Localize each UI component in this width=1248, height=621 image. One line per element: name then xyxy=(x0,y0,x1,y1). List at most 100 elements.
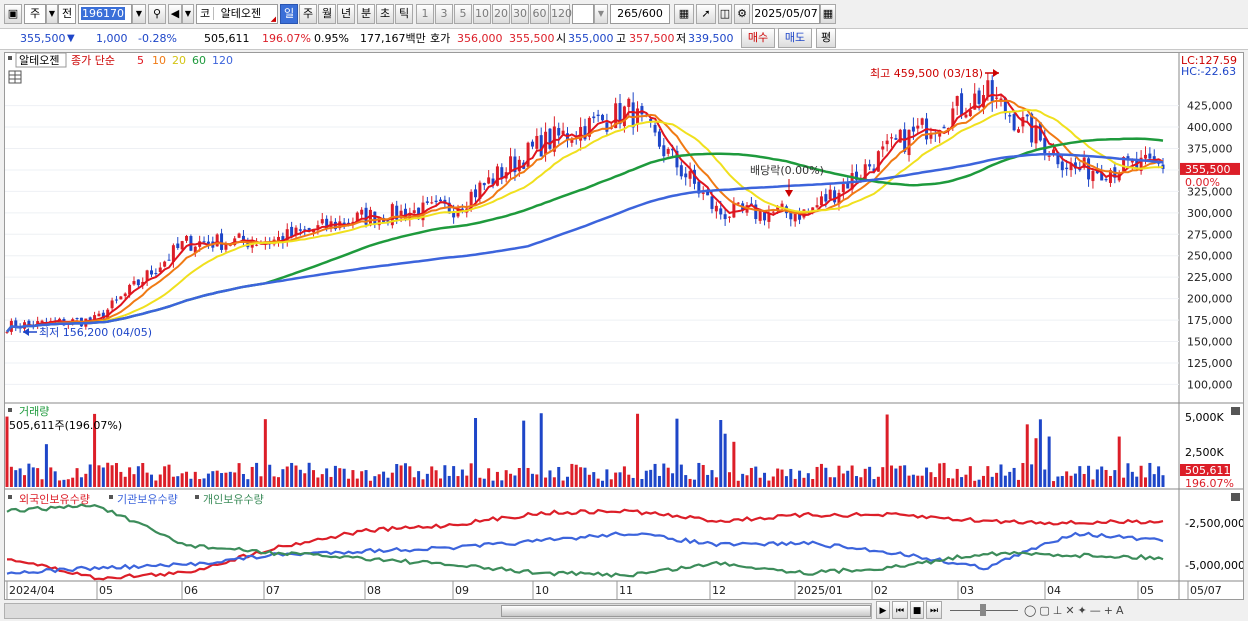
period-second[interactable]: 초 xyxy=(376,4,394,24)
chevron-down-icon[interactable]: ▼ xyxy=(182,4,194,24)
candle xyxy=(526,142,530,167)
volume-bar xyxy=(574,464,578,487)
volume-bar xyxy=(1087,465,1091,487)
custom-interval-input[interactable] xyxy=(572,4,594,24)
volume-bar xyxy=(246,479,250,487)
volume-bar xyxy=(1012,467,1016,487)
volume-bar xyxy=(189,478,193,487)
candle xyxy=(701,192,705,194)
volume-bar xyxy=(548,470,552,487)
interval-20[interactable]: 20 xyxy=(492,4,510,24)
forward-icon[interactable]: ⏭ xyxy=(926,601,942,619)
gear-icon[interactable]: ⚙ xyxy=(734,4,750,24)
volume-bar xyxy=(430,466,434,487)
volume-bar xyxy=(141,463,145,487)
candle xyxy=(539,135,543,157)
code-dropdown-icon[interactable]: ▼ xyxy=(132,4,146,24)
candle xyxy=(535,135,539,149)
scroll-track[interactable] xyxy=(4,603,872,619)
save-icon[interactable]: ◫ xyxy=(718,4,732,24)
period-tick[interactable]: 틱 xyxy=(395,4,413,24)
cross-tool-icon[interactable]: ✕ xyxy=(1065,604,1078,617)
text-tool-icon[interactable]: A xyxy=(1115,604,1127,617)
current-price-tag-text: 355,500 xyxy=(1185,163,1231,176)
candle xyxy=(412,210,416,214)
zoom-slider-handle[interactable] xyxy=(980,604,986,616)
ellipse-tool-icon[interactable]: ◯ xyxy=(1024,604,1040,617)
stock-name-box[interactable]: 코 알테오젠 ◢ xyxy=(196,4,278,24)
buy-button[interactable]: 매수 xyxy=(741,28,775,48)
volume-bar xyxy=(395,464,399,487)
period-week[interactable]: 주 xyxy=(299,4,317,24)
close-icon[interactable] xyxy=(1231,493,1240,501)
interval-120[interactable]: 120 xyxy=(550,4,572,24)
count-box[interactable]: 265/600 xyxy=(610,4,670,24)
drawing-tools[interactable]: ◯▢⊥✕✦—+A xyxy=(1024,604,1127,617)
volume-bar xyxy=(329,476,333,487)
candles xyxy=(5,73,1165,335)
candle xyxy=(97,313,101,317)
interval-5[interactable]: 5 xyxy=(454,4,472,24)
chevron-down-icon[interactable]: ▼ xyxy=(46,4,58,24)
ask-label: 호가 xyxy=(430,32,451,45)
volume-bar xyxy=(474,417,478,487)
volume-bar xyxy=(819,463,823,487)
scissor-tool-icon[interactable]: ✦ xyxy=(1077,604,1090,617)
trendline-icon[interactable]: ➚ xyxy=(696,4,716,24)
legend-prefix: 종가 단순 xyxy=(71,54,115,67)
rewind-icon[interactable]: ⏮ xyxy=(892,601,908,619)
stop-icon[interactable]: ■ xyxy=(910,601,924,619)
y-tick-label: 375,000 xyxy=(1187,143,1233,156)
line-tool-icon[interactable]: — xyxy=(1089,604,1104,617)
candle xyxy=(360,209,364,215)
period-month[interactable]: 월 xyxy=(318,4,336,24)
chart-type-icon[interactable]: ▦ xyxy=(674,4,694,24)
window-icon[interactable]: ▣ xyxy=(4,4,22,24)
candle xyxy=(27,320,31,325)
search-icon[interactable]: ⚲ xyxy=(148,4,166,24)
period-minute[interactable]: 분 xyxy=(357,4,375,24)
scroll-thumb[interactable] xyxy=(501,605,871,617)
split-tool-icon[interactable]: ⊥ xyxy=(1052,604,1066,617)
zoom-in-icon[interactable]: + xyxy=(1103,604,1116,617)
average-button[interactable]: 평 xyxy=(816,28,836,48)
interval-60[interactable]: 60 xyxy=(530,4,549,24)
volume-bar xyxy=(570,463,574,487)
interval-3[interactable]: 3 xyxy=(435,4,453,24)
volume-bar xyxy=(942,462,946,487)
candle xyxy=(671,148,675,151)
zoom-slider[interactable] xyxy=(950,603,1018,617)
volume-bar xyxy=(798,470,802,487)
panel-marker-icon xyxy=(8,56,12,60)
volume-bar xyxy=(136,466,140,487)
candle xyxy=(710,196,714,209)
candle xyxy=(601,114,605,121)
volume-bar xyxy=(854,476,858,487)
volume-bar xyxy=(75,468,79,487)
date-input[interactable]: 2025/05/07 xyxy=(752,4,820,24)
stock-chart[interactable]: 알테오젠 종가 단순 5 10 20 60 120 425,000 400,000… xyxy=(5,52,1245,599)
close-icon[interactable] xyxy=(1231,407,1240,415)
market-select[interactable]: 주 xyxy=(24,4,46,24)
sell-button[interactable]: 매도 xyxy=(778,28,812,48)
calendar-icon[interactable]: ▦ xyxy=(820,4,836,24)
chevron-down-icon[interactable]: ▼ xyxy=(594,4,608,24)
candle xyxy=(1017,129,1020,133)
interval-10[interactable]: 10 xyxy=(473,4,491,24)
candle xyxy=(93,315,97,320)
code-input[interactable]: 196170 xyxy=(78,4,132,24)
square-tool-icon[interactable]: ▢ xyxy=(1039,604,1053,617)
volume-bar xyxy=(535,474,539,487)
grid xyxy=(5,105,1179,385)
prev-toggle[interactable]: 전 xyxy=(58,4,76,24)
play-icon[interactable]: ▶ xyxy=(876,601,890,619)
volume-bar xyxy=(684,475,688,487)
period-year[interactable]: 년 xyxy=(337,4,355,24)
volume-bar xyxy=(93,413,97,487)
volume-current-tag-text: 505,611 xyxy=(1185,464,1231,477)
interval-30[interactable]: 30 xyxy=(511,4,529,24)
period-day[interactable]: 일 xyxy=(280,4,298,24)
interval-1[interactable]: 1 xyxy=(416,4,434,24)
candle xyxy=(951,108,955,127)
speaker-icon[interactable]: ◀ xyxy=(168,4,182,24)
